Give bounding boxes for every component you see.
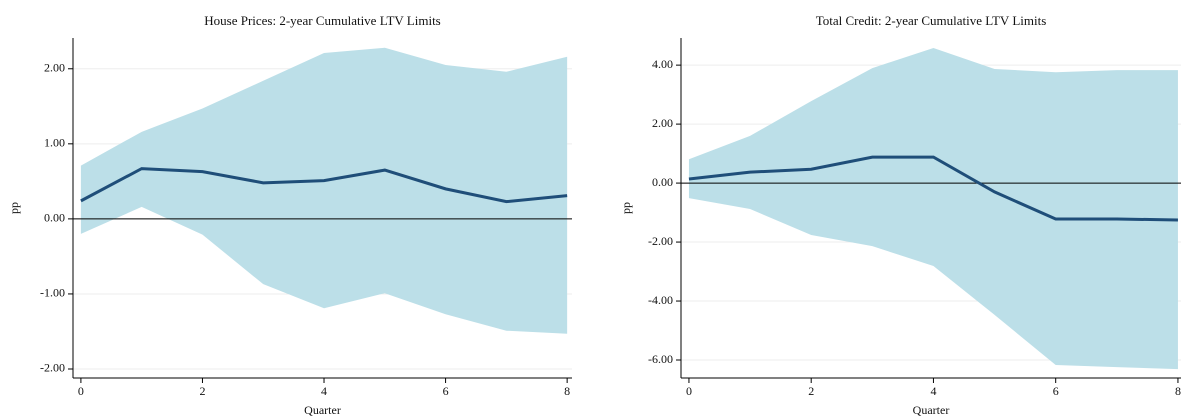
y-axis-label: pp [7, 202, 21, 214]
line [688, 155, 1178, 222]
x-tick-label: 0 [686, 384, 692, 398]
x-tick-label: 4 [321, 384, 327, 398]
line [80, 167, 568, 204]
y-tick-label: -1.00 [40, 286, 65, 300]
confidence-band [688, 48, 1178, 370]
chart-title: Total Credit: 2-year Cumulative LTV Limi… [816, 13, 1047, 28]
y-axis-label: pp [619, 202, 633, 214]
x-tick-label: 6 [443, 384, 449, 398]
x-tick-label: 4 [930, 384, 936, 398]
y-tick-label: 0.00 [652, 175, 673, 189]
x-tick-label: 2 [808, 384, 814, 398]
y-tick-label: -2.00 [648, 234, 673, 248]
y-tick-label: -6.00 [648, 352, 673, 366]
y-tick-label: 2.00 [44, 61, 65, 75]
x-tick-label: 8 [1175, 384, 1181, 398]
y-tick-label: 0.00 [44, 211, 65, 225]
y-tick-label: 2.00 [652, 116, 673, 130]
x-tick-label: 0 [78, 384, 84, 398]
x-tick-label: 6 [1053, 384, 1059, 398]
x-axis-label: Quarter [304, 403, 341, 417]
x-tick-label: 2 [199, 384, 205, 398]
confidence-band [80, 47, 568, 334]
x-axis-label: Quarter [913, 403, 950, 417]
x-tick-label: 8 [564, 384, 570, 398]
chart-title: House Prices: 2-year Cumulative LTV Limi… [204, 13, 441, 28]
y-tick-label: -4.00 [648, 293, 673, 307]
y-tick-label: -2.00 [40, 361, 65, 375]
y-tick-label: 1.00 [44, 136, 65, 150]
y-tick-label: 4.00 [652, 57, 673, 71]
